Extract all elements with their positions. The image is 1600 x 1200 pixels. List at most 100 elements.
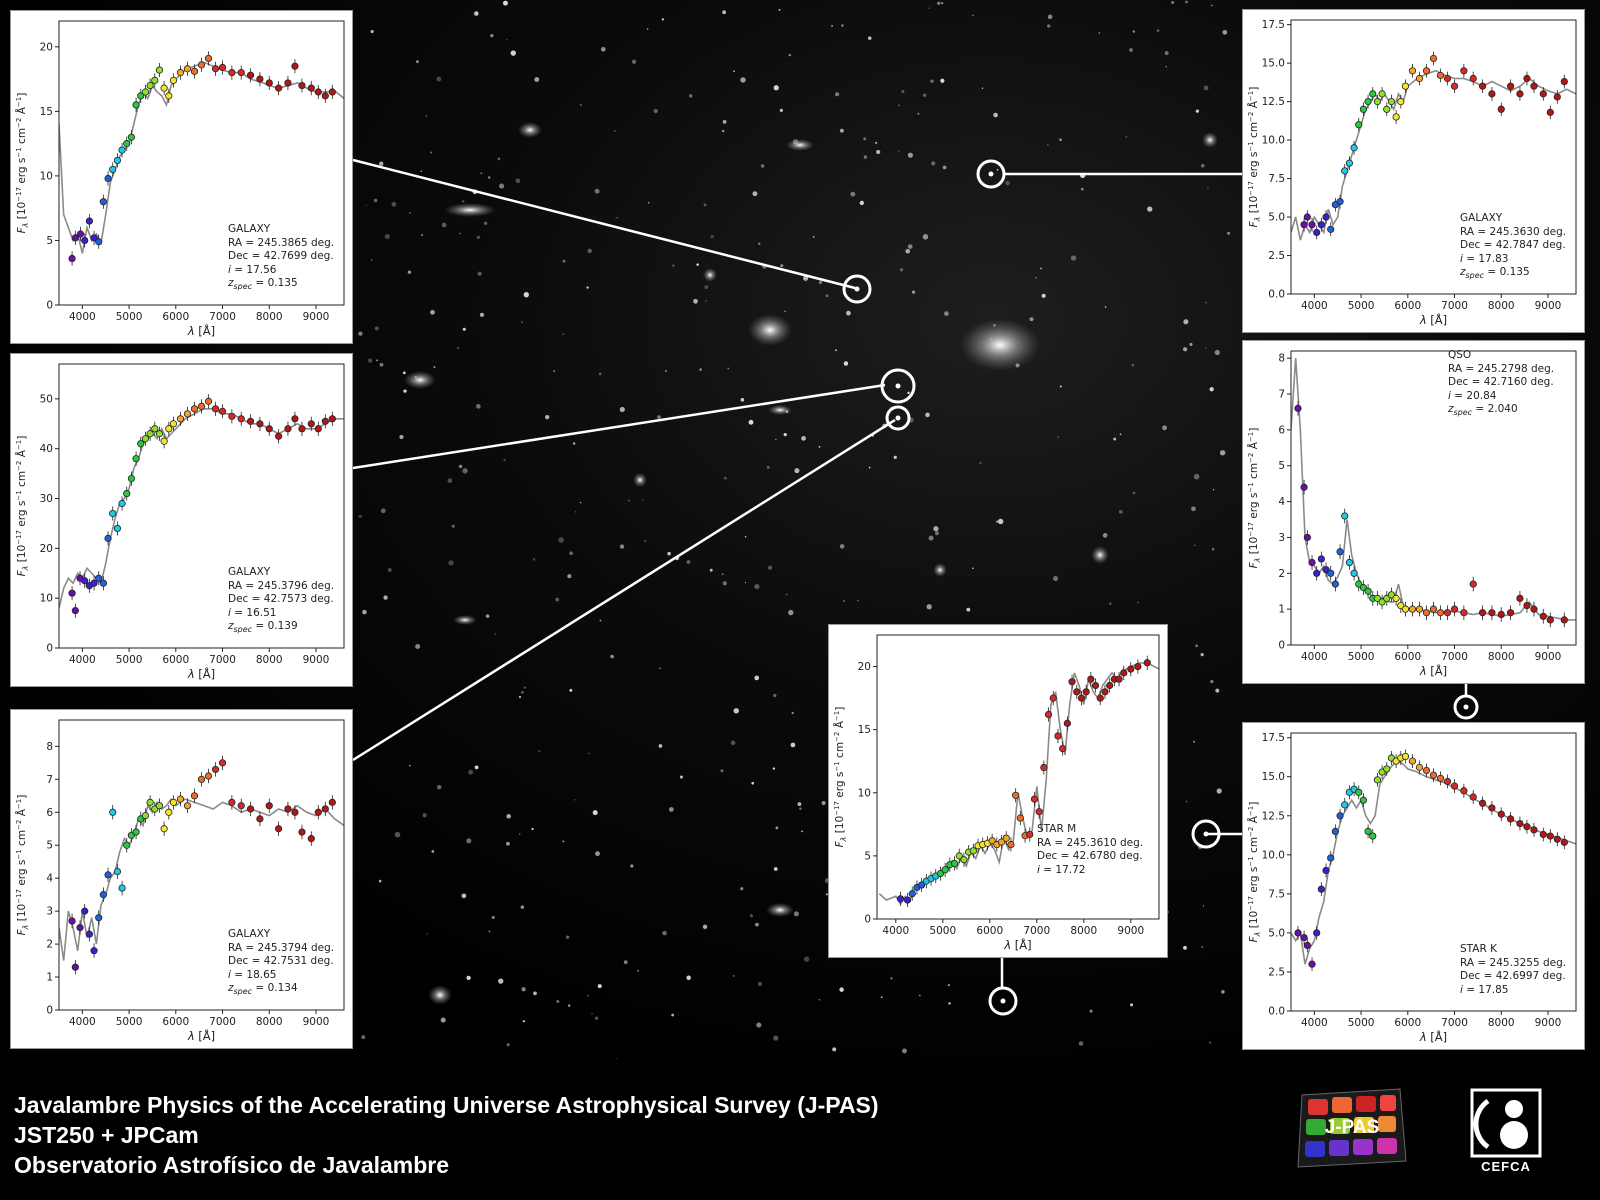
photometry-point [141,88,150,96]
sky-source [919,994,921,997]
sky-source [905,248,911,254]
sky-source [720,769,724,773]
sky-source [760,164,765,168]
y-tick-label: 5 [46,840,53,852]
photometry-point [95,238,103,246]
sky-source [693,298,698,304]
sky-source [358,331,363,336]
y-tick-label: 7 [1278,389,1285,401]
sky-source [751,781,755,785]
spectrum-chart: 4000 5000 6000 7000 8000 9000 0 1 2 3 4 5 6 7 8 λ [Å] Fλ… [1247,350,1577,678]
sky-source [403,389,407,393]
sky-source [1219,450,1226,456]
photometry-point [1002,834,1010,842]
survey-title: Javalambre Physics of the Accelerating U… [14,1092,879,1118]
sky-galaxy [453,615,477,625]
photometry-point [1308,960,1316,968]
y-axis-label: Fλ [10−17 erg s−1 cm−2 Å−1] [833,707,848,848]
photometry-point [123,841,131,849]
x-tick-label: 9000 [303,654,330,666]
photometry-point [218,63,227,72]
sky-source [790,742,796,748]
photometry-point [99,579,107,587]
target-source [1203,831,1209,837]
sky-source [383,595,388,600]
photometry-point [137,440,145,448]
sky-source [721,573,724,576]
photometry-point [291,62,299,70]
photometry-point [104,174,112,183]
annotation-ra: RA = 245.3630 deg. [1460,225,1567,238]
sky-source [1212,489,1215,491]
sky-source [754,583,760,590]
sky-source [890,977,893,980]
photometry-point [1516,819,1524,828]
spectrum-chart: 4000 5000 6000 7000 8000 9000 0.0 2.5 5.0 7.5 10.0… [1247,732,1577,1044]
sky-source [1171,1,1175,5]
sky-source [772,693,777,698]
sky-source [941,2,944,5]
pointer-line [352,418,896,762]
photometry-point [1478,609,1487,617]
photometry-point [1106,681,1114,690]
photometry-point [1415,605,1424,613]
photometry-point [1539,90,1547,98]
photometry-point [284,805,292,813]
sky-source [859,200,864,206]
annotation-ra: RA = 245.3796 deg. [228,579,335,592]
x-tick-label: 5000 [929,925,956,937]
x-tick-label: 4000 [69,1016,96,1028]
photometry-point [1331,827,1339,835]
sky-source [1183,945,1187,950]
sky-source [1102,533,1108,538]
x-tick-label: 4000 [1301,1017,1328,1029]
x-tick-label: 8000 [1070,925,1097,937]
y-tick-label: 15 [858,724,871,736]
photometry-point [1506,815,1515,823]
sky-source [788,53,792,57]
sky-source [996,168,999,171]
x-tick-label: 4000 [1301,300,1328,312]
photometry-point [109,509,117,518]
sky-source [1119,433,1122,436]
photometry-point [1082,688,1090,696]
photometry-point [1115,675,1123,683]
photometry-point [1422,609,1431,617]
sky-source [665,370,667,372]
photometry-point [1054,732,1062,740]
sky-source [402,371,406,375]
sky-source [907,391,910,395]
photometry-point [1355,121,1363,129]
photometry-point [1443,609,1452,617]
y-tick-label: 1 [1278,604,1285,616]
photometry-point [1378,598,1386,606]
photometry-point [85,930,93,938]
sky-source [779,108,784,112]
sky-source [926,604,932,610]
photometry-point [123,140,131,148]
sky-source [425,115,428,118]
photometry-point [1077,694,1086,702]
sky-source [744,581,747,584]
pointer-line [352,158,856,290]
y-tick-label: 5.0 [1268,212,1285,224]
annotation-ra: RA = 245.3255 deg. [1460,956,1567,969]
x-tick-label: 8000 [256,654,283,666]
sky-source [1200,652,1204,657]
sky-source [863,137,867,141]
photometry-point [76,230,85,238]
sky-source [545,415,550,420]
photometry-point [228,69,236,77]
spectrum-line [1291,760,1576,965]
sky-galaxy [748,314,792,346]
photometry-point [1546,832,1554,840]
photometry-point [1469,74,1477,83]
sky-source [773,1035,779,1041]
photometry-point [118,499,126,508]
photometry-point [1553,93,1561,101]
target-source [1463,704,1469,710]
photometry-point [1443,74,1452,83]
sky-galaxy [933,563,947,577]
annotation-z: zspec = 2.040 [1448,403,1518,418]
photometry-point [1415,74,1424,83]
